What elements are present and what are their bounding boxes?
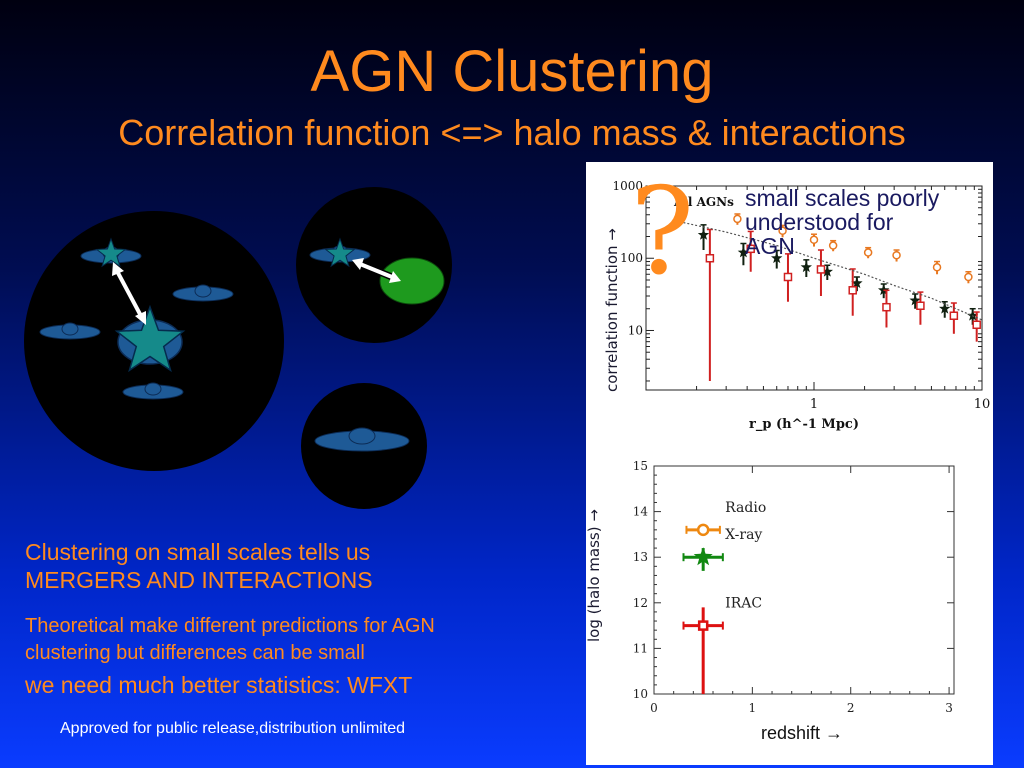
plot-frame [653,465,955,695]
x-tick-label: 3 [945,701,953,715]
data-point-square [949,311,959,320]
data-point-square [916,301,925,310]
data-point-irac [697,620,709,631]
data-point-square [882,302,891,312]
data-point-circle [892,251,901,260]
y-tick-label: 11 [633,641,648,655]
data-point-circle [828,241,838,250]
data-point-star [821,265,833,277]
halo-illustration [24,187,452,509]
redshift-xlabel: redshift → [761,723,844,743]
text-statistics: we need much better statistics: WFXT [25,672,413,698]
series-label: X-ray [725,527,762,543]
y-tick-label: 100 [620,251,643,265]
text-line: Theoretical make different predictions f… [25,615,435,637]
data-point-square [848,286,857,295]
note-line: small scales poorly [745,185,940,211]
data-point-star [800,261,812,273]
y-tick-label: 10 [633,687,648,701]
small-scales-note: small scales poorly understood for AGN [745,186,939,258]
data-point-square [705,253,715,263]
data-point-square [783,272,793,282]
x-axis-label: r_p (h^-1 Mpc) [749,417,859,432]
data-point-circle [676,210,685,219]
note-line: AGN [745,233,795,259]
x-tick-label: 1 [749,701,757,715]
x-tick-label: 10 [974,397,991,412]
x-tick-label: 2 [847,701,855,715]
data-point-star [771,252,783,264]
note-line: understood for [745,209,894,235]
text-line: Clustering on small scales tells us [25,539,371,565]
halo-mass-ylabel: log (halo mass) → [585,509,603,642]
series-label: Radio [725,500,766,516]
footer-release-note: Approved for public release,distribution… [60,720,406,737]
y-tick-label: 10 [628,323,643,337]
chart-title: All AGNs [673,195,734,209]
text-line: MERGERS AND INTERACTIONS [25,567,373,593]
data-point-xray [693,547,713,566]
text-block-mergers: Clustering on small scales tells us MERG… [25,538,373,594]
y-tick-label: 14 [633,505,649,519]
slide-title: AGN Clustering [310,39,714,104]
data-point-circle [932,263,942,272]
y-tick-label: 1000 [612,179,643,193]
slide-subtitle: Correlation function <=> halo mass & int… [118,112,906,153]
correlation-ylabel: correlation function → [603,228,621,392]
data-point-circle [778,226,787,236]
green-galaxy [379,257,445,305]
correlation-chart: 1 10 10 100 1000 r_p (h^-1 Mpc) All AGNs [612,179,991,432]
x-tick-label: 0 [650,701,658,715]
data-point-star [909,294,921,306]
model-line [675,220,983,321]
text-line: clustering but differences can be small [25,642,365,664]
data-point-star [697,229,710,240]
y-tick-label: 12 [633,596,648,610]
data-point-circle [863,248,873,257]
interaction-arrow-right [352,258,401,283]
text-block-theory: Theoretical make different predictions f… [25,613,435,667]
data-point-circle [964,272,973,282]
data-point-radio [696,523,710,537]
interaction-arrow-left [112,262,146,325]
galaxy-isolated [314,427,410,452]
y-tick-label: 13 [633,550,648,564]
data-point-star [737,246,750,258]
data-point-circle [733,214,742,224]
data-point-square [972,320,981,330]
x-tick-label: 1 [810,397,818,412]
data-point-star [851,277,863,289]
data-point-star [939,302,951,314]
data-point-circle [809,235,819,245]
question-mark: ? [630,163,695,302]
data-point-square [816,265,826,274]
data-point-star [967,309,979,321]
y-tick-label: 15 [633,459,648,473]
data-point-square [746,244,755,254]
series-label: IRAC [725,596,762,612]
